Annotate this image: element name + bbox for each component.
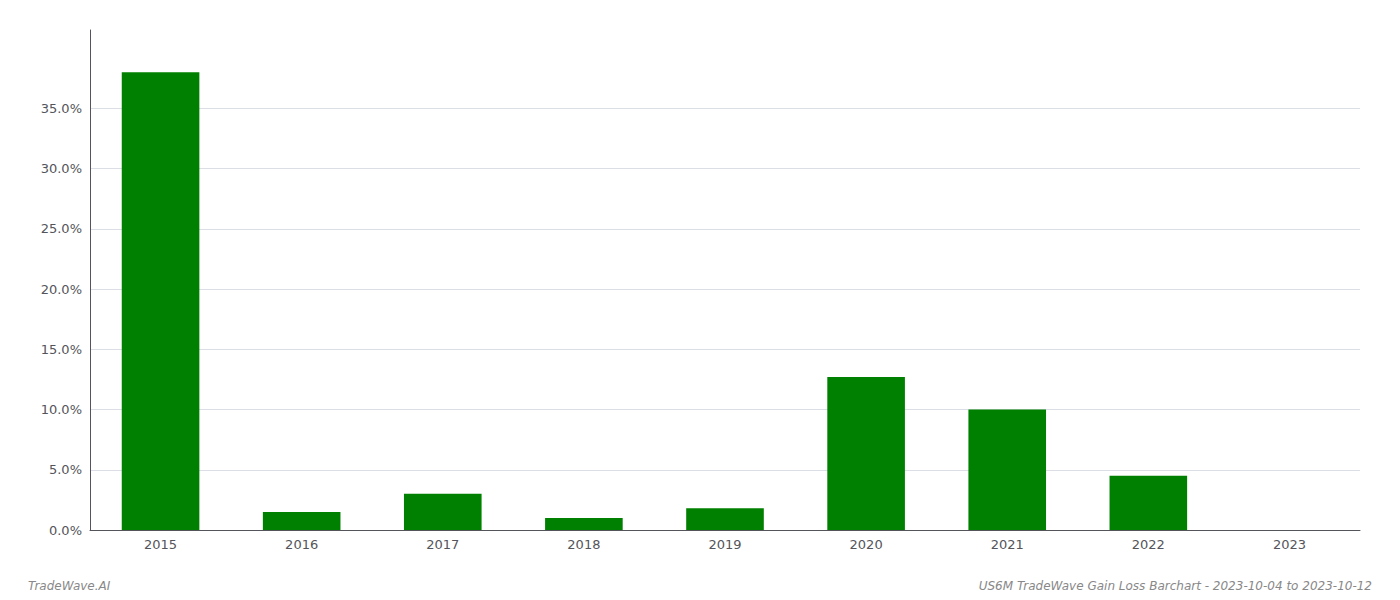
svg-text:0.0%: 0.0% [49,523,82,538]
svg-text:2017: 2017 [426,537,459,552]
svg-text:2020: 2020 [850,537,883,552]
svg-text:35.0%: 35.0% [41,101,82,116]
svg-text:2016: 2016 [285,537,318,552]
svg-text:2015: 2015 [144,537,177,552]
svg-text:25.0%: 25.0% [41,221,82,236]
svg-text:2022: 2022 [1132,537,1165,552]
svg-text:10.0%: 10.0% [41,402,82,417]
svg-text:2023: 2023 [1273,537,1306,552]
svg-text:TradeWave.AI: TradeWave.AI [28,579,111,593]
svg-text:15.0%: 15.0% [41,342,82,357]
svg-text:30.0%: 30.0% [41,161,82,176]
svg-text:5.0%: 5.0% [49,462,82,477]
svg-text:20.0%: 20.0% [41,282,82,297]
svg-text:US6M TradeWave Gain Loss Barch: US6M TradeWave Gain Loss Barchart - 2023… [979,579,1372,593]
svg-text:2018: 2018 [567,537,600,552]
svg-text:2019: 2019 [708,537,741,552]
svg-text:2021: 2021 [991,537,1024,552]
